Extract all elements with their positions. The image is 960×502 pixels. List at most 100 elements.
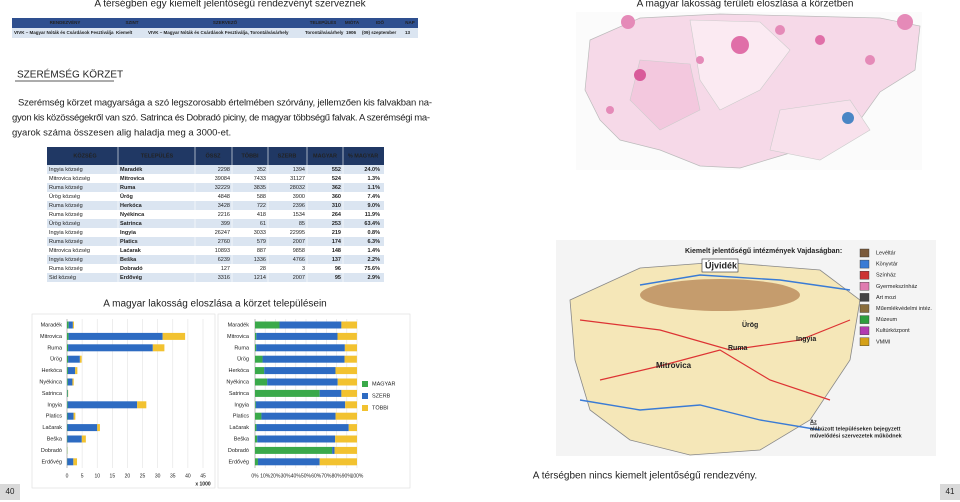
column-header: KÖZSÉG [73,151,96,159]
column-header: MAGYAR [313,153,337,159]
table-cell: Ruma község [49,185,83,191]
place-label: Ruma [728,345,748,352]
table-cell: Maradék [120,167,143,173]
table-cell: 3 [302,266,305,272]
table-cell: 22995 [290,230,305,236]
charts-caption: A magyar lakosság eloszlása a körzet tel… [103,299,326,310]
map-river [639,274,851,291]
bar-segment [68,344,153,352]
legend-icon [859,337,870,346]
bar-segment [67,389,68,397]
column-header: SZERVEZŐ [213,19,238,25]
bar-segment [79,355,82,363]
column-header: ÖSSZ [206,152,222,159]
table-cell: 10893 [215,248,230,254]
table-cell: 28032 [290,185,305,191]
table-cell: 4848 [218,194,230,200]
table-row [47,255,384,264]
x-tick-label: 50% [301,473,312,479]
table-cell: 524 [332,176,342,182]
table-cell: Beška [120,257,137,263]
map-pie [621,15,635,29]
table-cell: 26247 [215,230,230,236]
table-row [47,174,384,183]
column-header: MIÓTA [345,18,360,25]
table-cell: Satrinca [120,221,143,227]
x-tick-label: 40 [185,473,191,479]
table-cell: 2007 [293,239,305,245]
table-cell: Ingyia [120,230,137,236]
table-cell: 1394 [293,167,305,173]
table-cell: Ruma [120,185,136,191]
page-number-box [940,484,960,500]
page-number: 41 [946,487,955,496]
institutions-map [556,240,936,456]
table-row [47,192,384,201]
bar-segment [267,378,338,386]
bar-segment [67,355,69,363]
map-road [579,319,851,351]
table-cell: 3033 [254,230,266,236]
category-label: Maradék [41,322,63,328]
map-legend-label: Múzeum [876,317,898,323]
map-title: Kiemelt jelentőségű intézmények Vajdaság… [685,248,842,255]
table-cell: 85 [299,221,305,227]
category-label: Ingyia [234,402,250,408]
table-cell: 63.4% [364,221,380,227]
table-cell: 31127 [290,176,305,182]
bar-segment [73,458,78,466]
table-cell: Dobradó [120,266,143,272]
bar-segment [341,321,357,329]
category-label: Ürög [237,356,249,363]
bar-segment [67,378,73,386]
bar-segment [256,332,338,340]
table-cell: 96 [335,266,341,272]
legend-icon [859,248,870,258]
table-cell: 6.3% [367,239,380,245]
legend-swatch [362,381,368,387]
place-label: Újvidék [705,259,738,270]
table-cell: 0.8% [367,230,380,236]
bar-segment [255,458,258,466]
bar-segment [335,435,357,443]
bar-segment [255,355,263,363]
table-cell: Erdővég [120,275,142,281]
map-hills [640,279,800,311]
bar-segment [255,401,346,409]
legend-label: TÖBBI [372,404,389,411]
category-label: Herkóca [42,368,63,374]
map-river [579,399,821,431]
map-legend-label: Színház [876,273,896,279]
bar-segment [337,332,357,340]
column-header: IDŐ [376,19,385,25]
legend-swatch [362,393,368,399]
table-cell: Ingyia község [49,167,83,173]
bar-segment [262,355,345,363]
category-label: Ruma [47,345,63,351]
map-note: aláhúzott településeken bejegyzett [810,426,901,432]
table-cell: 2760 [218,239,230,245]
x-tick-label: 20 [125,473,131,479]
bar-segment [67,401,138,409]
table-cell: 2298 [218,167,230,173]
bar-segment [255,412,262,420]
x-tick-label: 30% [281,473,292,479]
bar-segment [255,367,265,375]
table-cell: Ruma község [49,212,83,218]
map-legend-label: VMMI [876,339,891,345]
table-cell: 1214 [254,275,266,281]
category-label: Erdővég [229,459,250,465]
x-tick-label: 10% [260,473,271,479]
x-tick-label: 80% [332,473,343,479]
column-header: % MAGYAR [348,153,378,159]
bar-segment [255,401,256,409]
bar-segment [81,435,86,443]
bar-segment [162,332,186,340]
bar-segment [256,344,345,352]
table-cell: 174 [332,239,342,245]
bar-segment [279,321,342,329]
table-cell: Sid község [49,275,76,281]
bar-segment [67,321,69,329]
table-cell: 3316 [218,275,230,281]
bar-segment [348,424,357,432]
